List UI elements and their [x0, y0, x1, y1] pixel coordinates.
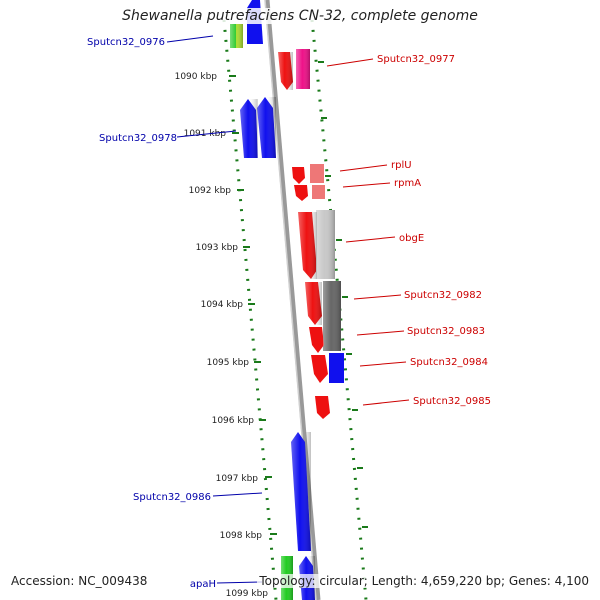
kbp-label: 1095 kbp [207, 358, 250, 368]
topology-summary: Topology: circular; Length: 4,659,220 bp… [257, 574, 591, 588]
gene-label-Sputcn32_0982[interactable]: Sputcn32_0982 [404, 290, 482, 301]
accession-text: Accession: NC_009438 [9, 574, 150, 588]
gene-label-rpmA[interactable]: rpmA [394, 178, 421, 189]
outer-ring-ticks [318, 61, 368, 528]
gene-label-apaH[interactable]: apaH [190, 579, 216, 590]
kbp-label: 1094 kbp [201, 300, 244, 310]
kbp-label: 1099 kbp [226, 589, 269, 599]
gene-rpmA[interactable] [294, 185, 308, 201]
gene-Sputcn32_0985[interactable] [315, 396, 330, 419]
gene-rplU[interactable] [292, 167, 305, 184]
gene-Sputcn32_0984[interactable] [311, 355, 328, 383]
gene-label-Sputcn32_0976[interactable]: Sputcn32_0976 [87, 37, 165, 48]
gene-shading [230, 24, 341, 600]
gene-label-Sputcn32_0983[interactable]: Sputcn32_0983 [407, 326, 485, 337]
kbp-label: 1093 kbp [196, 243, 239, 253]
gene-label-rplU[interactable]: rplU [391, 160, 412, 171]
leader-lines [166, 35, 410, 584]
gene-label-Sputcn32_0985[interactable]: Sputcn32_0985 [413, 396, 491, 407]
map-title: Shewanella putrefaciens CN-32, complete … [0, 8, 600, 24]
gene-label-Sputcn32_0986[interactable]: Sputcn32_0986 [133, 492, 211, 503]
kbp-label: 1096 kbp [212, 416, 255, 426]
gene-label-Sputcn32_0984[interactable]: Sputcn32_0984 [410, 357, 488, 368]
gene-Sputcn32_0984-blue[interactable] [329, 353, 344, 383]
gene-rplU-pink[interactable] [310, 164, 324, 183]
kbp-label: 1092 kbp [189, 186, 232, 196]
gene-label-Sputcn32_0977[interactable]: Sputcn32_0977 [377, 54, 455, 65]
gene-Sputcn32_0983[interactable] [309, 327, 324, 353]
gene-label-obgE[interactable]: obgE [399, 233, 424, 244]
kbp-label: 1097 kbp [216, 474, 259, 484]
gene-labels: Sputcn32_0976 Sputcn32_0977 Sputcn32_097… [87, 37, 491, 590]
gene-rpmA-pink[interactable] [312, 185, 325, 199]
kbp-label: 1098 kbp [220, 531, 263, 541]
gene-label-Sputcn32_0978[interactable]: Sputcn32_0978 [99, 133, 177, 144]
kbp-label: 1090 kbp [175, 72, 218, 82]
